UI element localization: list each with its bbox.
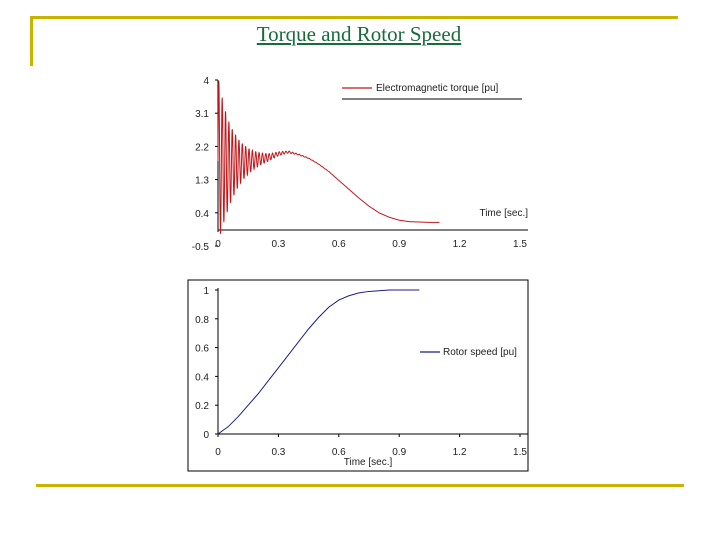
- speed-y-tick-label: 0.2: [195, 401, 209, 412]
- torque-y-tick-label: 0.4: [195, 209, 209, 220]
- torque-ticks: 4 3.1 2.2 1.3 0.4 -0.5 0 0.3 0.6 0.9 1.2 1.5: [192, 76, 528, 253]
- torque-chart: 4 3.1 2.2 1.3 0.4 -0.5 0 0.3 0.6 0.9 1.2 1.5 Electr…: [192, 76, 528, 253]
- slide-title: Torque and Rotor Speed: [0, 22, 720, 47]
- speed-x-tick-label: 0: [215, 447, 221, 458]
- frame-top-border: [30, 16, 678, 19]
- speed-chart: 1 0.8 0.6 0.4 0.2 00 0.3 0.6 0.9 1.2 1.5 Rotor spe…: [187, 279, 529, 472]
- torque-x-axis-label: Time [sec.]: [479, 208, 528, 219]
- torque-x-tick-label: 0.9: [392, 239, 406, 250]
- speed-legend-label: Rotor speed [pu]: [443, 347, 517, 358]
- slide-title-text: Torque and Rotor Speed: [256, 22, 462, 46]
- torque-x-tick-label: 1.5: [513, 239, 527, 250]
- frame-left-border: [30, 16, 33, 66]
- torque-x-tick-label: 0: [215, 239, 221, 250]
- speed-x-tick-label: 1.5: [513, 447, 527, 458]
- speed-y-tick-label: 0: [203, 430, 209, 441]
- speed-series-line: [217, 289, 420, 435]
- speed-y-tick-label: 0.4: [195, 372, 209, 383]
- speed-ticks: 1 0.8 0.6 0.4 0.2 00 0.3 0.6 0.9 1.2 1.5: [195, 286, 527, 458]
- torque-x-tick-label: 0.6: [332, 239, 346, 250]
- speed-y-tick-label: 0.8: [195, 315, 209, 326]
- torque-series-line: [217, 80, 440, 234]
- speed-y-tick-label: 0.6: [195, 344, 209, 355]
- speed-x-tick-label: 0.3: [271, 447, 285, 458]
- speed-x-tick-label: 0.9: [392, 447, 406, 458]
- frame-bottom-border: [36, 484, 684, 487]
- torque-x-tick-label: 1.2: [453, 239, 467, 250]
- torque-y-tick-label: -0.5: [192, 242, 210, 253]
- torque-y-tick-label: 2.2: [195, 142, 209, 153]
- torque-legend-label: Electromagnetic torque [pu]: [376, 83, 499, 94]
- torque-y-tick-label: 1.3: [195, 176, 209, 187]
- speed-x-axis-label: Time [sec.]: [344, 457, 393, 468]
- torque-y-tick-label: 3.1: [195, 109, 209, 120]
- speed-y-tick-label: 1: [203, 286, 209, 297]
- torque-y-tick-label: 4: [203, 76, 209, 87]
- speed-x-tick-label: 0.6: [332, 447, 346, 458]
- speed-x-tick-label: 1.2: [453, 447, 467, 458]
- torque-x-tick-label: 0.3: [271, 239, 285, 250]
- speed-plot-frame: [187, 279, 529, 472]
